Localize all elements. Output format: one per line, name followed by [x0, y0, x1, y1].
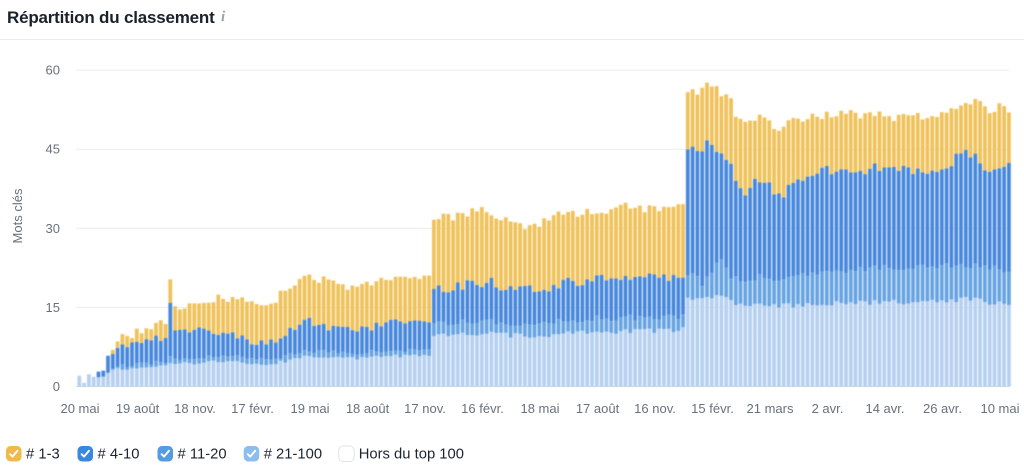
svg-text:15 févr.: 15 févr. [691, 401, 734, 416]
svg-text:2 avr.: 2 avr. [812, 401, 844, 416]
svg-text:17 août: 17 août [576, 401, 620, 416]
svg-text:26 avr.: 26 avr. [923, 401, 962, 416]
svg-text:18 nov.: 18 nov. [174, 401, 216, 416]
svg-text:15: 15 [46, 300, 60, 315]
svg-text:45: 45 [46, 142, 60, 157]
svg-text:60: 60 [46, 63, 60, 78]
svg-text:17 nov.: 17 nov. [404, 401, 446, 416]
svg-text:20 mai: 20 mai [60, 401, 99, 416]
svg-text:# 4-10: # 4-10 [98, 447, 140, 463]
svg-text:10 mai: 10 mai [980, 401, 1019, 416]
svg-text:18 mai: 18 mai [520, 401, 559, 416]
svg-text:19 mai: 19 mai [290, 401, 329, 416]
svg-text:14 avr.: 14 avr. [865, 401, 904, 416]
svg-text:Mots clés: Mots clés [10, 188, 25, 243]
svg-text:16 févr.: 16 févr. [461, 401, 504, 416]
svg-text:# 21-100: # 21-100 [264, 447, 322, 463]
svg-text:21 mars: 21 mars [747, 401, 794, 416]
svg-text:17 févr.: 17 févr. [231, 401, 274, 416]
svg-text:18 août: 18 août [346, 401, 390, 416]
svg-text:# 1-3: # 1-3 [26, 447, 60, 463]
svg-text:0: 0 [53, 379, 60, 394]
svg-text:# 11-20: # 11-20 [178, 447, 227, 463]
svg-text:16 nov.: 16 nov. [634, 401, 676, 416]
svg-text:Hors du top 100: Hors du top 100 [359, 447, 464, 463]
svg-text:30: 30 [46, 221, 60, 236]
svg-text:19 août: 19 août [116, 401, 160, 416]
